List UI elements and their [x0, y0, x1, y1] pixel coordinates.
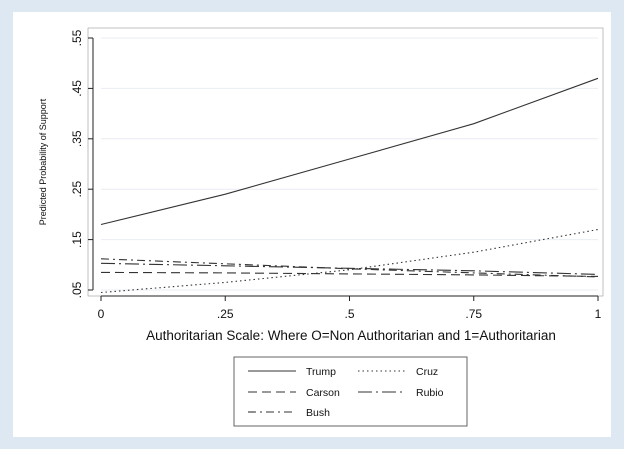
legend-label-bush: Bush: [306, 407, 330, 419]
y-tick-label: .25: [70, 181, 84, 198]
legend-label-cruz: Cruz: [416, 366, 438, 378]
legend-box: [233, 356, 468, 427]
chart-svg: .05 .15 .25 .35 .45 .55 0 .25 .5 .75 1 Predicted …: [38, 27, 604, 427]
series-line-trump: [100, 77, 599, 226]
plot-area: [87, 27, 604, 297]
y-tick-label: .35: [70, 130, 84, 147]
y-tick-label: .05: [70, 281, 84, 298]
series-line-carson: [100, 271, 599, 277]
legend-label-rubio: Rubio: [416, 387, 444, 399]
chart-figure: .05 .15 .25 .35 .45 .55 0 .25 .5 .75 1 Predicted …: [13, 12, 611, 437]
x-tick-label: .5: [344, 307, 354, 321]
series-line-rubio: [100, 262, 599, 275]
y-axis-label: Predicted Probability of Support: [38, 98, 48, 225]
x-tick-label: 0: [98, 307, 105, 321]
y-tick-label: .55: [70, 29, 84, 46]
x-tick-label: 1: [595, 307, 602, 321]
legend: Trump Cruz Carson Rubio Bush: [233, 356, 468, 427]
x-axis-label: Authoritarian Scale: Where O=Non Authori…: [146, 328, 556, 343]
series-line-bush: [100, 258, 599, 278]
legend-label-carson: Carson: [306, 387, 340, 399]
y-tick-label: .45: [70, 80, 84, 97]
x-tick-label: .75: [465, 307, 482, 321]
legend-label-trump: Trump: [306, 366, 336, 378]
y-tick-label: .15: [70, 231, 84, 248]
x-tick-label: .25: [217, 307, 234, 321]
